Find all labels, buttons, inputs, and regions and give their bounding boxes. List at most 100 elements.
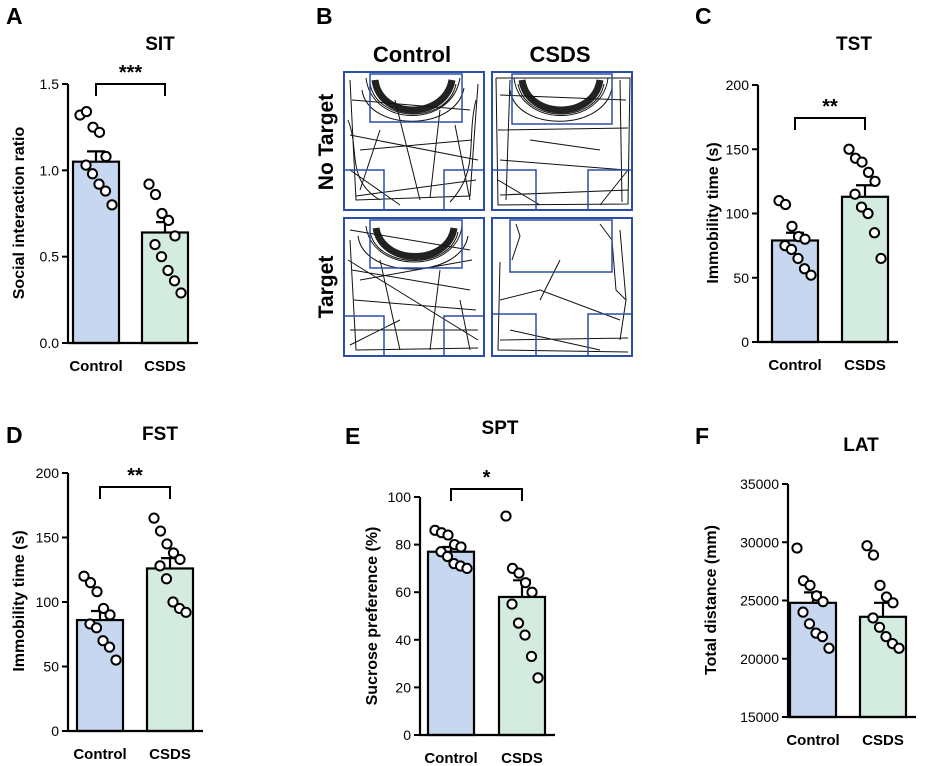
data-point xyxy=(875,252,887,265)
maze-control-no-target xyxy=(343,71,485,211)
panel-letter: F xyxy=(695,423,709,449)
bar-charts: A SIT Social interaction ratio Control CSDS 0… xyxy=(6,3,916,766)
data-point xyxy=(167,596,179,608)
data-point xyxy=(80,159,92,171)
data-point xyxy=(519,577,532,589)
data-point xyxy=(91,586,103,598)
category-label: CSDS xyxy=(149,746,191,763)
data-point xyxy=(874,579,886,591)
data-point xyxy=(154,525,167,537)
data-point xyxy=(823,642,835,654)
category-label: Control xyxy=(768,357,821,374)
data-point xyxy=(161,538,173,550)
significance-bracket xyxy=(95,83,166,96)
chart-d: D FST Immobility time (s) Control CSDS 0 50 100… xyxy=(6,422,203,763)
y-axis-label: Immobility time (s) xyxy=(11,530,28,671)
data-point xyxy=(791,542,803,554)
category-label: CSDS xyxy=(844,357,886,374)
maze-row-target: Target xyxy=(315,256,338,319)
bar-csds xyxy=(497,595,547,737)
data-point xyxy=(804,579,816,591)
maze-column-csds: CSDS xyxy=(529,42,590,67)
data-point xyxy=(106,199,118,211)
chart-title: SPT xyxy=(482,418,519,439)
panel-letter: D xyxy=(6,422,23,448)
data-point xyxy=(869,175,881,187)
panel-letter-b: B xyxy=(316,3,333,29)
y-tick-label: 0.5 xyxy=(40,249,60,265)
y-tick-label: 50 xyxy=(43,659,59,675)
bar-control xyxy=(426,550,476,737)
bar-csds xyxy=(145,567,195,733)
category-label: Control xyxy=(786,732,839,749)
data-point xyxy=(93,178,105,190)
data-point xyxy=(785,243,798,256)
data-point xyxy=(525,650,538,663)
data-point xyxy=(880,631,892,643)
significance-label: *** xyxy=(119,62,143,84)
data-point xyxy=(167,547,180,559)
data-point xyxy=(843,143,855,155)
y-tick-label: 0 xyxy=(741,334,749,350)
data-point xyxy=(867,612,879,624)
significance-bracket xyxy=(450,488,523,501)
bar-csds xyxy=(840,195,890,344)
chart-e: E SPT Sucrose preference (%) Control CSDS 0 20… xyxy=(345,418,555,766)
data-point xyxy=(155,251,168,263)
data-point xyxy=(160,573,173,585)
chart-f: F LAT Total distance (mm) Control CSDS 15000 2… xyxy=(695,423,916,749)
data-point xyxy=(532,672,544,684)
data-point xyxy=(441,550,454,563)
maze-csds-no-target xyxy=(491,71,633,211)
data-point xyxy=(519,629,531,641)
category-label: Control xyxy=(73,746,126,763)
data-point xyxy=(887,597,899,609)
data-point xyxy=(779,198,792,211)
category-label: CSDS xyxy=(862,732,904,749)
significance-bracket xyxy=(99,486,171,499)
y-tick-label: 0 xyxy=(51,723,59,739)
maze-row-no-target: No Target xyxy=(315,94,338,190)
category-label: Control xyxy=(424,750,477,766)
data-point xyxy=(506,598,518,610)
data-point xyxy=(162,264,174,277)
data-point xyxy=(803,618,816,630)
data-point xyxy=(103,641,116,653)
chart-title: FST xyxy=(142,424,178,445)
y-axis-label: Immobility time (s) xyxy=(705,142,722,283)
data-point xyxy=(169,230,181,242)
data-point xyxy=(86,168,99,180)
data-point xyxy=(816,631,829,643)
data-point xyxy=(500,510,512,522)
significance-label: ** xyxy=(127,465,143,487)
chart-title: TST xyxy=(836,34,872,55)
y-tick-label: 200 xyxy=(726,77,750,93)
y-tick-label: 50 xyxy=(733,270,749,286)
data-point xyxy=(442,529,454,541)
data-point xyxy=(97,602,110,615)
data-point xyxy=(862,207,874,220)
y-tick-label: 20000 xyxy=(740,651,779,667)
data-point xyxy=(174,553,186,566)
data-point xyxy=(861,540,873,552)
chart-title: LAT xyxy=(843,435,879,456)
data-point xyxy=(855,201,868,213)
data-point xyxy=(849,188,861,200)
significance-bracket xyxy=(794,117,866,130)
data-point xyxy=(513,567,525,579)
y-tick-label: 100 xyxy=(726,206,750,222)
data-point xyxy=(180,606,192,618)
data-point xyxy=(78,570,90,582)
y-tick-label: 0 xyxy=(403,727,411,743)
maze-column-control: Control xyxy=(373,42,451,67)
y-axis-label: Sucrose preference (%) xyxy=(364,527,381,706)
data-point xyxy=(143,178,155,190)
data-point xyxy=(110,654,122,666)
y-tick-label: 20 xyxy=(395,679,411,695)
y-tick-label: 25000 xyxy=(740,593,779,609)
y-tick-label: 40 xyxy=(395,632,411,648)
data-point xyxy=(893,642,905,654)
data-point xyxy=(154,560,166,572)
data-point xyxy=(798,263,811,275)
